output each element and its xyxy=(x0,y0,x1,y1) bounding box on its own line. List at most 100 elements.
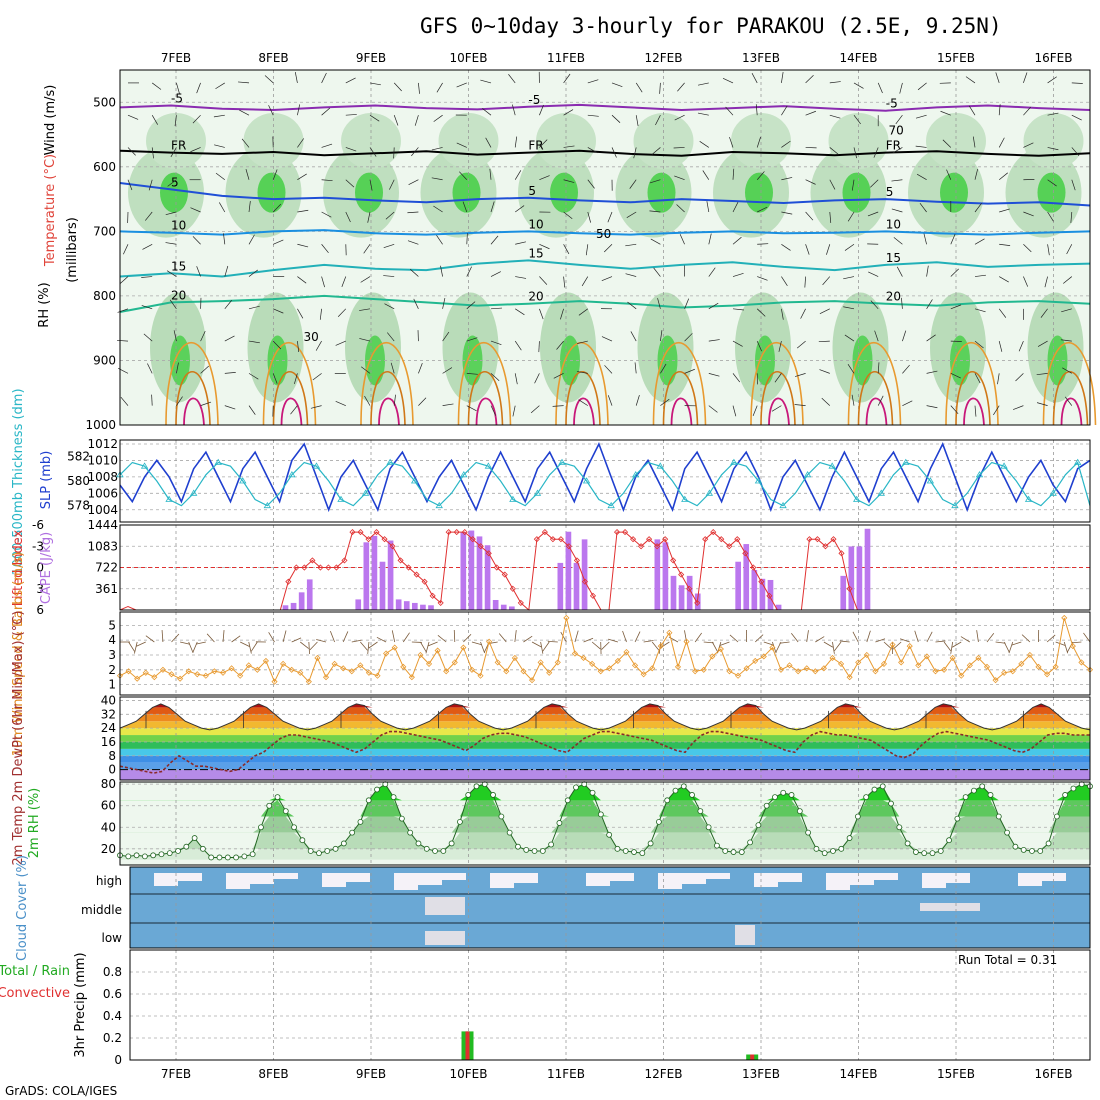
panel-frame xyxy=(119,439,1091,523)
wind-barb xyxy=(847,211,855,222)
wind-speed-point xyxy=(460,644,467,651)
wind-barb-10m xyxy=(428,641,438,647)
precip-tick-label: 0.4 xyxy=(103,1009,122,1023)
wind-speed-point xyxy=(546,669,553,676)
wind-speed-point xyxy=(1009,668,1016,675)
wind-barb-10m xyxy=(651,641,660,651)
cape-bar xyxy=(298,592,305,610)
wind-speed-point xyxy=(365,669,373,676)
cloud-high-gap xyxy=(226,873,250,889)
wind-barb-10m xyxy=(729,634,739,643)
wind-barb xyxy=(708,302,719,310)
rh-point xyxy=(962,794,969,800)
lifted-index-point xyxy=(429,592,436,599)
wind-barb xyxy=(563,179,575,183)
cape-tick-label: 1083 xyxy=(87,539,118,553)
rh-point xyxy=(465,792,472,798)
wind-speed-point xyxy=(777,666,785,673)
wind-barb xyxy=(853,147,858,159)
wind-speed-point xyxy=(846,674,853,681)
wind-speed-point xyxy=(288,666,295,673)
wind-speed-point xyxy=(305,678,312,685)
temp-contour-25 xyxy=(165,342,219,426)
rh-point xyxy=(415,840,422,847)
rh-fill-band xyxy=(120,784,1090,801)
wind-barb xyxy=(635,115,639,127)
wind-barb xyxy=(1066,244,1073,255)
wind-barb xyxy=(902,364,910,374)
wind-speed-point xyxy=(983,663,991,670)
slp-line xyxy=(119,441,1091,513)
cape-bar xyxy=(387,540,394,610)
wind-barb xyxy=(974,340,984,349)
rh-shade-high xyxy=(462,335,483,386)
temp-contour-label: 10 xyxy=(528,217,543,231)
cape-bar xyxy=(557,562,564,610)
rh-point xyxy=(689,792,695,798)
wind-barb xyxy=(993,405,1000,416)
wind-barb xyxy=(946,169,952,180)
rh-shade-high xyxy=(842,172,871,213)
wind-barb xyxy=(466,233,468,245)
wind-barb xyxy=(781,276,788,286)
thickness-label: 1000-500mb Thickness (dm) xyxy=(11,388,26,575)
temp-contour-25 xyxy=(652,342,707,426)
rh-point xyxy=(191,835,198,841)
rh-point xyxy=(838,845,845,852)
wind-barb xyxy=(563,211,573,220)
wind-barb-10m xyxy=(823,641,834,648)
temp-contour-35 xyxy=(573,397,595,426)
wind-speed-point xyxy=(142,669,149,676)
wind-barb xyxy=(1047,211,1054,222)
temp-tick-label: 40 xyxy=(101,693,116,707)
wind-speed-point xyxy=(357,662,364,669)
temp-fill-band xyxy=(120,714,1090,722)
wind-barb xyxy=(167,179,177,187)
wind-barb-10m xyxy=(852,631,859,643)
rh-point xyxy=(722,848,729,854)
wind-barb xyxy=(629,179,637,189)
wind-barb xyxy=(142,243,153,250)
temp-tick-label: 8 xyxy=(108,749,116,763)
wind-barb xyxy=(853,114,861,125)
wind-barb xyxy=(442,331,450,342)
wind-barb-10m xyxy=(806,630,809,643)
lifted-index-point xyxy=(317,564,324,571)
precip-tick-label: 0.8 xyxy=(103,965,122,979)
temp-contour-label: 15 xyxy=(171,259,186,273)
temp-contour-label: 20 xyxy=(171,288,186,302)
rh-shade-high xyxy=(1037,172,1066,213)
rh-point xyxy=(233,854,239,861)
wind-speed-point xyxy=(657,643,664,650)
wind-barb xyxy=(1044,276,1048,288)
panel-frame xyxy=(119,696,1091,781)
wind-speed-point xyxy=(640,671,647,678)
precip-convective-bar xyxy=(750,1054,755,1060)
wind-speed-point xyxy=(520,668,527,675)
date-label-bottom: 14FEB xyxy=(840,1067,878,1081)
wind-speed-point xyxy=(228,665,235,672)
wind-barb xyxy=(627,301,637,310)
wind-barb xyxy=(383,243,395,249)
wind-barb-10m xyxy=(719,641,730,646)
thickness-point xyxy=(1000,462,1008,469)
cloud-high-gap xyxy=(322,873,346,887)
precip-total-legend: Total / Rain xyxy=(0,964,70,979)
wind-barb-10m xyxy=(791,632,799,643)
wind-speed-point xyxy=(340,665,347,672)
wind-barb xyxy=(408,179,419,186)
cape-bar xyxy=(565,531,572,610)
precip-convective-bar xyxy=(465,1031,470,1060)
cape-bar xyxy=(735,561,741,610)
lifted-index-point xyxy=(469,536,476,543)
wind-speed-point xyxy=(280,660,287,667)
wind-barb-10m xyxy=(248,641,252,654)
wind-speed-point xyxy=(958,672,965,679)
cape-tick-label: 361 xyxy=(95,582,118,596)
rh-line xyxy=(119,783,1091,858)
wind-barb xyxy=(708,267,716,277)
wind-barb xyxy=(974,203,982,213)
temp-band xyxy=(120,748,1090,756)
cloud-high-gap xyxy=(394,873,418,890)
wind-speed-point xyxy=(400,663,407,670)
